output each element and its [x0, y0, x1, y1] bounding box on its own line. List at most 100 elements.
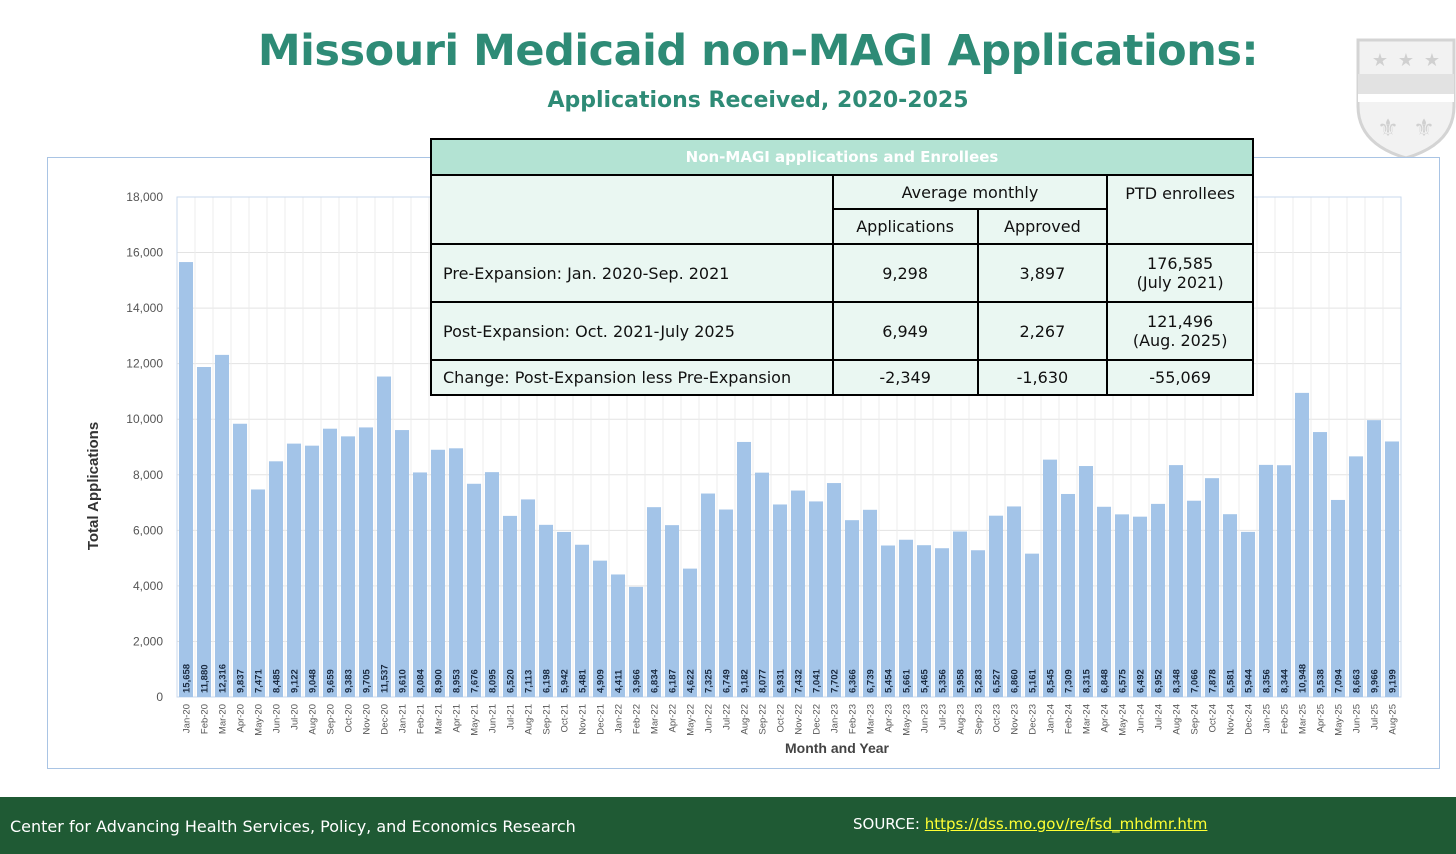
row-label: Post-Expansion: Oct. 2021-July 2025	[430, 301, 834, 361]
row-ptd: -55,069	[1106, 359, 1254, 396]
bar-value-label: 15,658	[182, 664, 193, 693]
bar	[178, 262, 194, 697]
x-tick-label: Feb-20	[200, 704, 211, 734]
bar	[1258, 464, 1274, 697]
x-tick-label: Dec-23	[1028, 704, 1039, 735]
x-tick-label: Aug-25	[1388, 704, 1399, 735]
x-tick-label: May-22	[686, 704, 697, 736]
x-tick-label: Jul-23	[938, 704, 949, 730]
bar	[808, 501, 824, 697]
row-ptd: 121,496 (Aug. 2025)	[1106, 301, 1254, 361]
bar	[232, 423, 248, 697]
table-col-approved: Approved	[976, 208, 1109, 245]
bar-value-label: 6,860	[1010, 669, 1021, 693]
table-col-applications: Applications	[831, 208, 979, 245]
svg-text:★: ★	[1372, 50, 1388, 71]
bar-value-label: 5,283	[974, 669, 985, 693]
bar-value-label: 8,953	[452, 669, 463, 693]
bar-value-label: 11,880	[200, 664, 211, 693]
bar-value-label: 7,471	[254, 669, 265, 693]
table-group-header: Average monthly	[831, 174, 1109, 210]
bar-value-label: 6,834	[650, 669, 661, 693]
x-tick-label: Jul-22	[722, 704, 733, 730]
bar-value-label: 10,948	[1298, 664, 1309, 693]
table-title: Non-MAGI applications and Enrollees	[430, 138, 1254, 176]
bar-value-label: 6,952	[1154, 669, 1165, 693]
y-tick-label: 4,000	[133, 579, 163, 593]
bar-value-label: 6,848	[1100, 669, 1111, 693]
bar	[556, 531, 572, 697]
bar-value-label: 8,356	[1262, 669, 1273, 693]
bar	[628, 586, 644, 697]
bar-value-label: 5,454	[884, 669, 895, 693]
x-tick-label: Feb-23	[848, 704, 859, 734]
bar	[1366, 420, 1382, 697]
bar-value-label: 9,182	[740, 669, 751, 693]
x-tick-label: Nov-20	[362, 704, 373, 735]
x-tick-label: May-23	[902, 704, 913, 736]
bar-value-label: 8,348	[1172, 669, 1183, 693]
bar	[754, 472, 770, 697]
x-tick-label: Nov-23	[1010, 704, 1021, 735]
bar-value-label: 6,198	[542, 669, 553, 693]
bar	[1042, 459, 1058, 697]
bar	[1114, 514, 1130, 697]
svg-text:★: ★	[1424, 50, 1440, 71]
x-tick-label: Mar-23	[866, 704, 877, 734]
row-approved: -1,630	[976, 359, 1109, 396]
bar-value-label: 9,837	[236, 669, 247, 693]
bar	[682, 568, 698, 697]
page-title: Missouri Medicaid non-MAGI Applications:	[257, 26, 1259, 76]
bar-value-label: 5,661	[902, 669, 913, 693]
bar-value-label: 4,411	[614, 669, 625, 693]
bar	[592, 560, 608, 697]
bar-value-label: 9,659	[326, 669, 337, 693]
bar	[430, 449, 446, 697]
bar-value-label: 7,113	[524, 670, 535, 693]
x-tick-label: Apr-23	[884, 704, 895, 733]
ptd-note: (July 2021)	[1136, 273, 1224, 292]
x-axis-title: Month and Year	[785, 740, 890, 756]
bar	[1168, 465, 1184, 697]
x-tick-label: Dec-24	[1244, 704, 1255, 735]
bar	[898, 539, 914, 697]
bar	[988, 515, 1004, 697]
x-tick-label: Jan-20	[182, 704, 193, 733]
bar	[1060, 493, 1076, 697]
footer-org-name: Center for Advancing Health Services, Po…	[10, 817, 576, 836]
y-tick-label: 16,000	[126, 246, 163, 260]
bar	[268, 461, 284, 697]
row-approved: 3,897	[976, 243, 1109, 303]
x-tick-label: Mar-21	[434, 704, 445, 734]
summary-table: Non-MAGI applications and Enrollees Aver…	[430, 138, 1254, 396]
y-tick-label: 6,000	[133, 523, 163, 537]
bar	[1150, 503, 1166, 697]
bar	[700, 493, 716, 697]
bar	[772, 504, 788, 697]
university-shield-logo: ★ ★ ★ ⚜ ⚜	[1356, 38, 1456, 160]
bar	[538, 524, 554, 697]
x-tick-label: Oct-21	[560, 704, 571, 733]
x-tick-label: Feb-24	[1064, 704, 1075, 734]
x-tick-label: Mar-24	[1082, 704, 1093, 734]
bar	[826, 483, 842, 697]
bar-value-label: 9,610	[398, 669, 409, 693]
bar	[1348, 456, 1364, 697]
bar-value-label: 7,432	[794, 669, 805, 693]
bar-value-label: 6,931	[776, 669, 787, 693]
footer-bar: Center for Advancing Health Services, Po…	[0, 797, 1456, 854]
y-tick-label: 2,000	[133, 634, 163, 648]
bar-value-label: 7,676	[470, 669, 481, 693]
bar	[1384, 441, 1400, 697]
bar-value-label: 6,520	[506, 669, 517, 693]
x-tick-label: Jun-25	[1352, 704, 1363, 733]
bar	[736, 441, 752, 697]
bar-value-label: 7,325	[704, 669, 715, 693]
x-tick-label: Apr-22	[668, 704, 679, 733]
bar	[394, 430, 410, 697]
bar-value-label: 7,878	[1208, 669, 1219, 693]
y-tick-label: 18,000	[126, 190, 163, 204]
x-tick-label: Aug-20	[308, 704, 319, 735]
x-tick-label: Apr-25	[1316, 704, 1327, 733]
source-link[interactable]: https://dss.mo.gov/re/fsd_mhdmr.htm	[924, 815, 1208, 833]
